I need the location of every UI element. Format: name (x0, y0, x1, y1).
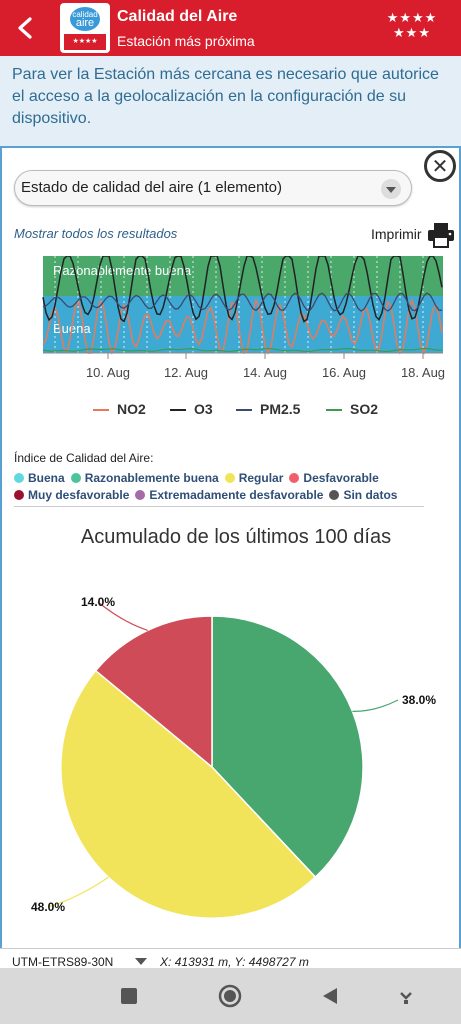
pie-slice (94, 615, 213, 769)
stars-row-2: ★★★ (393, 25, 431, 40)
coordinates-bar: UTM-ETRS89-30N X: 413931 m, Y: 4498727 m (0, 948, 461, 969)
pie-title: Acumulado de los últimos 100 días (80, 526, 392, 548)
index-legend-item: Razonablemente buena (70, 470, 219, 487)
index-color-dot (224, 473, 235, 483)
back-nav-button[interactable] (318, 984, 342, 1008)
logo-top-text: calidad (72, 10, 98, 19)
printer-icon[interactable] (427, 222, 455, 248)
legend-o3[interactable]: O3 (194, 401, 213, 417)
show-all-link[interactable]: Mostrar todos los resultados (14, 226, 178, 241)
index-legend-item: Muy desfavorable (14, 487, 129, 504)
index-legend-item: Regular (224, 470, 284, 487)
pie-data-label: 14.0% (81, 595, 115, 609)
logo-word: aire (75, 17, 95, 29)
app-bar: calidad aire ★★★★ Calidad del Aire Estac… (0, 0, 461, 56)
legend-no2[interactable]: NO2 (117, 401, 146, 417)
chevron-down-icon (381, 179, 401, 199)
index-label: Regular (238, 471, 284, 485)
coordinate-system[interactable]: UTM-ETRS89-30N (12, 955, 114, 969)
band-label-razonable: Razonablemente buena (53, 263, 192, 278)
print-label[interactable]: Imprimir (371, 226, 422, 242)
band-razonablemente-buena (43, 256, 443, 296)
triangle-icon (323, 988, 337, 1004)
line-chart-legend: NO2 O3 PM2.5 SO2 (0, 398, 461, 420)
series-line-so2 (42, 347, 442, 353)
series-line-no2 (42, 298, 443, 355)
back-arrow-icon (18, 17, 32, 39)
recents-button[interactable] (117, 984, 141, 1008)
index-label: Sin datos (343, 488, 398, 502)
back-button[interactable] (6, 8, 46, 48)
series-line-o3 (42, 256, 443, 323)
pie-connector (97, 601, 148, 631)
page-subtitle: Estación más próxima (117, 33, 255, 49)
x-tick-label: 12. Aug (164, 365, 208, 380)
pie-chart: 38.0% 48.0% 14.0% (31, 595, 436, 919)
index-legend: Buena Razonablemente buena Regular Desfavor… (14, 470, 424, 507)
circle-icon (218, 984, 242, 1008)
index-color-dot (70, 473, 81, 483)
index-label: Muy desfavorable (28, 488, 130, 502)
coordinate-readout: X: 413931 m, Y: 4498727 m (160, 955, 309, 969)
legend-line-pm25 (236, 409, 252, 411)
page-title: Calidad del Aire (117, 8, 238, 25)
pie-data-label: 48.0% (31, 900, 65, 914)
home-button[interactable] (218, 984, 242, 1008)
index-legend-item: Desfavorable (289, 470, 379, 487)
index-color-dot (135, 490, 146, 500)
chevron-down-icon[interactable] (134, 958, 147, 965)
app-logo: calidad aire ★★★★ (60, 3, 110, 53)
system-nav-bar (0, 968, 461, 1024)
pie-connector (352, 699, 399, 713)
select-value: Estado de calidad del aire (1 elemento) (21, 179, 282, 196)
x-tick-label: 14. Aug (243, 365, 287, 380)
legend-line-no2 (93, 409, 109, 411)
element-select[interactable]: Estado de calidad del aire (1 elemento) (14, 170, 412, 206)
legend-so2[interactable]: SO2 (350, 401, 379, 417)
x-tick-label: 18. Aug (401, 365, 445, 380)
index-color-dot (289, 473, 300, 483)
close-icon: ✕ (431, 155, 449, 178)
index-label: Buena (28, 471, 65, 485)
logo-flag: ★★★★ (64, 34, 106, 50)
x-tick-label: 10. Aug (86, 365, 130, 380)
square-icon (121, 988, 137, 1004)
index-label: Extremadamente desfavorable (149, 488, 324, 502)
index-color-dot (14, 473, 24, 483)
index-color-dot (329, 490, 340, 500)
legend-line-so2 (326, 409, 342, 411)
close-button[interactable]: ✕ (424, 150, 456, 182)
index-color-dot (14, 490, 24, 500)
index-label: Desfavorable (303, 471, 379, 485)
index-legend-item: Extremadamente desfavorable (135, 487, 323, 504)
index-legend-title: Índice de Calidad del Aire: (14, 451, 154, 465)
legend-line-o3 (170, 409, 186, 411)
geolocation-banner: Para ver la Estación más cercana es nece… (0, 56, 461, 146)
index-label: Razonablemente buena (84, 471, 219, 485)
index-legend-item: Buena (14, 470, 65, 487)
pie-connector (47, 876, 109, 908)
pie-data-label: 38.0% (402, 693, 436, 707)
index-legend-item: Sin datos (329, 487, 397, 504)
stars-row-1: ★★★★ (386, 10, 438, 25)
down-arrow-icon (400, 992, 412, 1004)
legend-pm25[interactable]: PM2.5 (260, 401, 301, 417)
madrid-stars-icon: ★★★★ ★★★ (377, 10, 447, 40)
series-line-pm25 (42, 292, 443, 312)
logo-bubble: calidad aire (70, 7, 100, 31)
hide-keyboard-button[interactable] (394, 984, 418, 1008)
x-tick-label: 16. Aug (322, 365, 366, 380)
